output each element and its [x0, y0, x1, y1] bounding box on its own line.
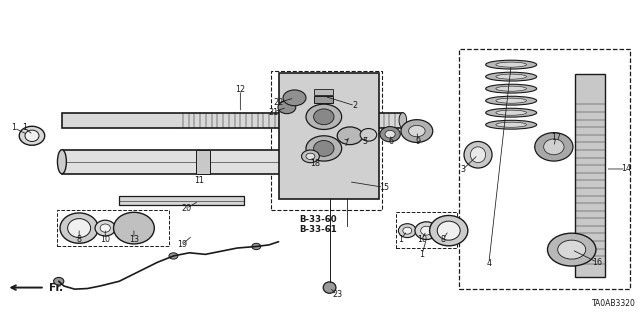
Text: 3: 3: [460, 165, 465, 174]
Text: 8: 8: [77, 235, 82, 244]
Ellipse shape: [60, 213, 99, 243]
Ellipse shape: [429, 215, 468, 246]
Text: 19: 19: [177, 241, 187, 249]
Text: 14: 14: [621, 165, 631, 174]
Text: 16: 16: [592, 258, 602, 267]
Text: 22: 22: [273, 98, 284, 107]
Ellipse shape: [323, 282, 336, 293]
Ellipse shape: [68, 219, 91, 238]
Ellipse shape: [360, 129, 377, 141]
Text: B-33-60: B-33-60: [300, 215, 337, 224]
Bar: [396, 212, 457, 248]
Ellipse shape: [486, 84, 537, 93]
Ellipse shape: [415, 222, 438, 240]
Ellipse shape: [496, 86, 527, 91]
Ellipse shape: [420, 226, 432, 235]
Bar: [62, 150, 310, 174]
Bar: [459, 49, 630, 289]
Text: 17: 17: [550, 133, 561, 142]
Text: 8: 8: [440, 235, 445, 244]
Ellipse shape: [486, 72, 537, 81]
Ellipse shape: [380, 127, 400, 142]
Text: 7: 7: [343, 138, 348, 148]
Ellipse shape: [543, 139, 564, 155]
Text: Fr.: Fr.: [49, 283, 63, 293]
Ellipse shape: [496, 110, 527, 115]
Ellipse shape: [464, 141, 492, 168]
Ellipse shape: [337, 127, 363, 145]
Text: B-33-61: B-33-61: [300, 225, 337, 234]
Text: 1: 1: [399, 235, 403, 244]
Text: 13: 13: [129, 235, 139, 244]
Ellipse shape: [486, 108, 537, 117]
Text: 4: 4: [486, 259, 492, 268]
Ellipse shape: [403, 227, 412, 234]
Text: 20: 20: [181, 204, 191, 213]
Text: 12: 12: [236, 85, 245, 94]
Ellipse shape: [437, 221, 460, 240]
Ellipse shape: [278, 101, 296, 114]
Bar: [271, 71, 383, 210]
Ellipse shape: [314, 109, 334, 125]
Ellipse shape: [557, 240, 586, 259]
Ellipse shape: [470, 147, 486, 163]
Bar: [314, 96, 333, 103]
Ellipse shape: [496, 122, 527, 127]
Text: 2: 2: [353, 101, 358, 110]
Ellipse shape: [496, 74, 527, 79]
Ellipse shape: [289, 115, 351, 169]
Bar: [62, 113, 403, 128]
Bar: [196, 150, 210, 174]
Bar: [119, 197, 244, 205]
Ellipse shape: [496, 98, 527, 103]
Ellipse shape: [306, 153, 315, 160]
Bar: [305, 142, 335, 174]
Text: 23: 23: [332, 290, 342, 299]
Text: 10: 10: [100, 235, 110, 244]
Ellipse shape: [385, 130, 395, 138]
Ellipse shape: [54, 278, 64, 285]
Text: 9: 9: [415, 137, 420, 146]
Ellipse shape: [100, 224, 110, 232]
Text: 18: 18: [310, 159, 321, 168]
Ellipse shape: [496, 62, 527, 67]
Ellipse shape: [25, 130, 39, 141]
Text: 1: 1: [12, 123, 17, 132]
Ellipse shape: [169, 253, 178, 259]
Ellipse shape: [399, 113, 406, 128]
Ellipse shape: [314, 141, 334, 156]
Ellipse shape: [306, 136, 342, 161]
Bar: [278, 72, 380, 199]
Text: 1: 1: [419, 250, 424, 259]
Ellipse shape: [58, 150, 67, 174]
Text: 21: 21: [268, 108, 278, 116]
Ellipse shape: [306, 104, 342, 130]
Ellipse shape: [486, 120, 537, 129]
Ellipse shape: [408, 125, 425, 137]
Bar: [58, 210, 169, 247]
Ellipse shape: [535, 133, 573, 161]
Text: 1: 1: [22, 123, 27, 132]
Ellipse shape: [298, 122, 342, 163]
Ellipse shape: [19, 126, 45, 145]
Text: 5: 5: [362, 137, 367, 146]
Ellipse shape: [398, 224, 416, 238]
Text: 10: 10: [417, 235, 427, 244]
Text: 15: 15: [379, 183, 388, 192]
Ellipse shape: [301, 150, 319, 163]
Ellipse shape: [95, 220, 115, 236]
Text: 6: 6: [389, 137, 394, 146]
Ellipse shape: [486, 60, 537, 69]
Ellipse shape: [547, 233, 596, 266]
Ellipse shape: [283, 90, 306, 106]
Ellipse shape: [486, 96, 537, 105]
Ellipse shape: [252, 243, 260, 250]
Text: 11: 11: [194, 175, 204, 185]
Text: TA0AB3320: TA0AB3320: [591, 299, 636, 308]
Bar: [314, 89, 333, 95]
Bar: [575, 74, 605, 277]
Ellipse shape: [401, 120, 433, 142]
Ellipse shape: [113, 212, 154, 244]
